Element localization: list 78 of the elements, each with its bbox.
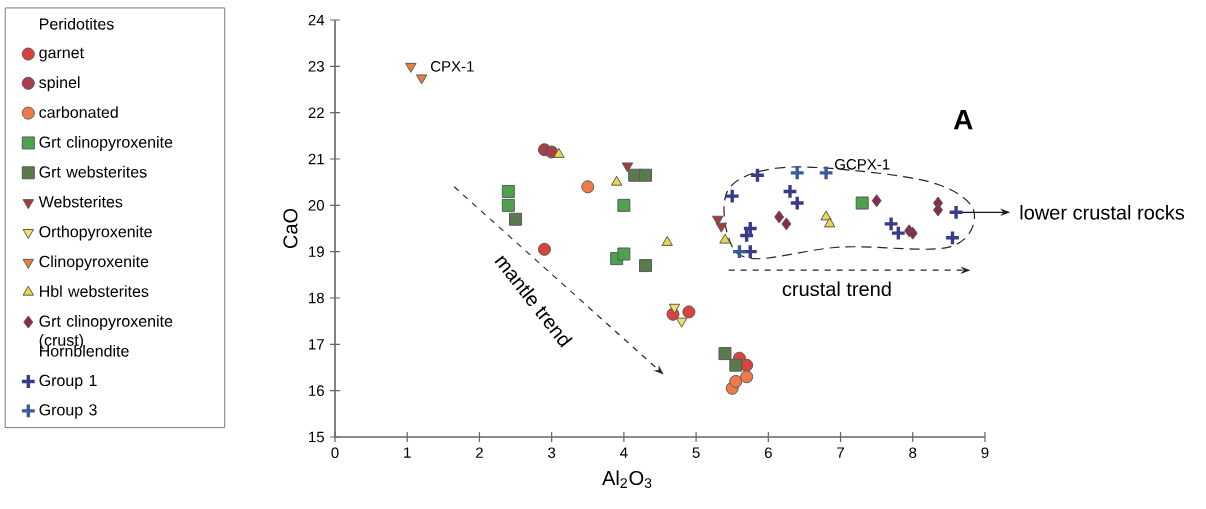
x-tick-label: 4: [620, 447, 628, 458]
legend-label: Group 3: [39, 404, 97, 419]
point: [729, 358, 743, 372]
legend-label: Orthopyroxenite: [39, 225, 152, 241]
x-tick-label: 8: [909, 447, 917, 459]
point: [933, 203, 944, 217]
y-axis-title: CaO: [283, 208, 298, 249]
point: [661, 235, 673, 246]
text: lower crustal rocks: [1020, 204, 1185, 220]
point: [639, 259, 653, 273]
point: [871, 194, 882, 208]
point: [718, 347, 732, 361]
point: [724, 187, 741, 205]
legend-label: Grt clinopyroxenite: [39, 136, 173, 151]
legend-title: Peridotites: [40, 17, 114, 30]
annotation: GCPX-1: [835, 159, 890, 170]
annotation: A: [953, 110, 973, 130]
x-tick-label: 1: [404, 447, 411, 458]
point: [712, 215, 724, 226]
point: [774, 210, 785, 224]
x-tick-label: 2: [476, 447, 483, 458]
legend-label: spinel: [39, 76, 80, 92]
legend-label: carbonated: [39, 106, 118, 118]
point: [553, 147, 565, 158]
point: [617, 247, 631, 261]
y-tick-label: 24: [308, 14, 325, 26]
y-tick-label: 22: [308, 107, 324, 118]
x-tick-label: 6: [764, 447, 772, 459]
point: [509, 212, 523, 226]
x-tick-label: 7: [837, 447, 844, 458]
y-tick-label: 16: [309, 385, 324, 396]
point: [682, 305, 696, 319]
x-tick-label: 5: [692, 447, 700, 458]
legend-label: garnet: [39, 47, 84, 62]
legend-label: Hbl websterites: [40, 285, 149, 297]
y-tick-label: 23: [308, 61, 324, 72]
x-tick-label: 0: [331, 447, 339, 459]
point: [947, 204, 965, 221]
annotation: CPX-1: [430, 61, 474, 72]
point: [817, 164, 835, 182]
point: [537, 242, 551, 256]
x-tick-label: 9: [981, 447, 989, 459]
point: [405, 62, 417, 73]
annotation: crustal trend: [782, 281, 891, 297]
legend-label: Grt websterites: [39, 165, 147, 178]
y-tick-label: 19: [309, 246, 324, 257]
x-axis-title: Al$_{2}$O$_{3}$: [602, 470, 652, 489]
point: [731, 243, 748, 260]
point: [617, 198, 631, 212]
y-tick-label: 20: [308, 200, 325, 211]
point: [415, 74, 428, 85]
point: [675, 317, 688, 328]
point: [610, 175, 623, 186]
x-tick-label: 3: [548, 447, 556, 459]
y-tick-label: 21: [308, 153, 324, 165]
y-tick-label: 15: [309, 431, 324, 443]
point: [944, 229, 961, 246]
y-tick-label: 18: [309, 292, 324, 304]
point: [501, 184, 515, 198]
point: [719, 233, 731, 244]
point: [621, 162, 634, 173]
point: [824, 217, 836, 228]
point: [855, 196, 869, 210]
legend-label: Websterites: [38, 195, 123, 208]
legend-label: Clinopyroxenite: [39, 255, 149, 271]
point: [501, 198, 515, 212]
point: [715, 222, 728, 233]
point: [668, 303, 681, 314]
legend-label: Group 1: [39, 374, 97, 390]
point: [729, 374, 743, 388]
point: [740, 370, 754, 384]
point: [581, 180, 595, 194]
point: [639, 168, 653, 182]
point: [789, 164, 806, 182]
point: [781, 217, 792, 231]
y-tick-label: 17: [309, 339, 324, 350]
point: [749, 167, 766, 184]
point: [820, 210, 832, 221]
